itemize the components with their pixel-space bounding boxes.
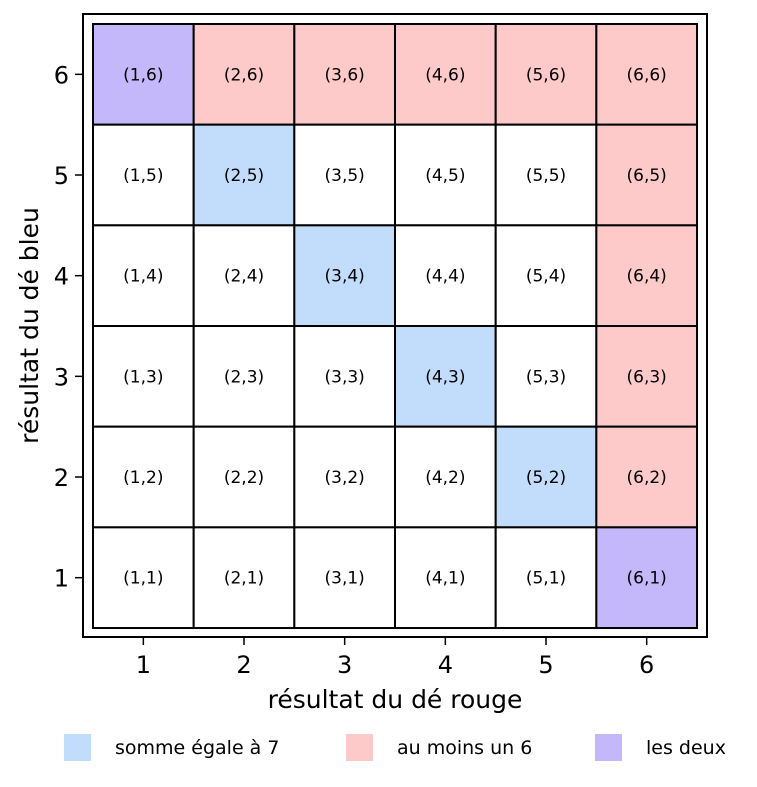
cell-label-5-5: (5,5) xyxy=(526,166,566,186)
legend-label-sum7: somme égale à 7 xyxy=(115,737,279,759)
x-tick-label-4: 4 xyxy=(438,651,453,679)
y-tick-label-1: 1 xyxy=(54,565,69,593)
cell-6-4 xyxy=(595,224,699,328)
cell-label-5-3: (5,3) xyxy=(526,367,566,387)
y-axis-label: résultat du dé bleu xyxy=(15,207,44,444)
cell-label-4-5: (4,5) xyxy=(425,166,465,186)
cell-label-3-3: (3,3) xyxy=(325,367,365,387)
cell-label-1-2: (1,2) xyxy=(123,468,163,488)
cell-label-6-1: (6,1) xyxy=(627,569,667,589)
cell-label-6-2: (6,2) xyxy=(627,468,667,488)
cell-label-4-4: (4,4) xyxy=(425,267,465,287)
cell-label-6-4: (6,4) xyxy=(627,267,667,287)
frame-layer xyxy=(82,13,708,638)
cell-label-6-3: (6,3) xyxy=(627,367,667,387)
cell-label-3-5: (3,5) xyxy=(325,166,365,186)
cell-label-3-1: (3,1) xyxy=(325,569,365,589)
cell-2-5 xyxy=(192,123,296,227)
y-tick-label-2: 2 xyxy=(54,464,69,492)
cell-label-5-1: (5,1) xyxy=(526,569,566,589)
cells-layer: (1,6) (2,6) (3,6) (4,6) (5,6) (6,6) (1,5) (2,5)… xyxy=(92,23,699,630)
cell-1-1 xyxy=(92,526,195,630)
x-tick-label-5: 5 xyxy=(538,651,553,679)
cell-3-6 xyxy=(293,23,397,126)
y-tick-label-5: 5 xyxy=(54,162,69,190)
cell-5-1 xyxy=(494,526,598,630)
cell-5-3 xyxy=(494,325,598,428)
cell-3-2 xyxy=(293,425,397,529)
cell-label-3-4: (3,4) xyxy=(325,267,365,287)
cell-label-4-2: (4,2) xyxy=(425,468,465,488)
y-tick-label-3: 3 xyxy=(54,363,69,391)
cell-1-3 xyxy=(92,325,195,428)
cell-label-3-2: (3,2) xyxy=(325,468,365,488)
cell-label-2-5: (2,5) xyxy=(224,166,264,186)
legend-swatch-sum7 xyxy=(64,734,91,761)
x-tick-label-6: 6 xyxy=(639,651,654,679)
x-tick-label-3: 3 xyxy=(337,651,352,679)
cell-label-3-6: (3,6) xyxy=(325,65,365,85)
cell-6-1 xyxy=(595,526,699,630)
cell-6-3 xyxy=(595,325,699,428)
cell-label-2-1: (2,1) xyxy=(224,569,264,589)
cell-2-3 xyxy=(192,325,296,428)
cell-label-1-3: (1,3) xyxy=(123,367,163,387)
cell-label-5-2: (5,2) xyxy=(526,468,566,488)
legend: somme égale à 7 au moins un 6 les deux xyxy=(64,734,726,761)
cell-label-2-6: (2,6) xyxy=(224,65,264,85)
x-tick-label-2: 2 xyxy=(236,651,251,679)
cell-4-3 xyxy=(394,325,497,428)
cell-4-2 xyxy=(394,425,497,529)
cell-3-3 xyxy=(293,325,397,428)
cell-2-6 xyxy=(192,23,296,126)
cell-label-2-2: (2,2) xyxy=(224,468,264,488)
ticks-layer: 1 2 3 4 5 6 1 2 3 4 5 6 xyxy=(54,61,655,679)
y-tick-label-6: 6 xyxy=(54,61,69,89)
cell-label-5-4: (5,4) xyxy=(526,267,566,287)
legend-label-both: les deux xyxy=(646,737,726,759)
cell-label-1-4: (1,4) xyxy=(123,267,163,287)
cell-5-2 xyxy=(494,425,598,529)
cell-label-6-5: (6,5) xyxy=(627,166,667,186)
cell-4-1 xyxy=(394,526,497,630)
cell-label-1-6: (1,6) xyxy=(123,65,163,85)
cell-6-6 xyxy=(595,23,699,126)
cell-4-4 xyxy=(394,224,497,328)
x-axis-label: résultat du dé rouge xyxy=(268,685,523,714)
cell-label-4-1: (4,1) xyxy=(425,569,465,589)
cell-4-5 xyxy=(394,123,497,227)
y-tick-label-4: 4 xyxy=(54,263,69,291)
legend-swatch-both xyxy=(595,734,622,761)
x-tick-label-1: 1 xyxy=(136,651,151,679)
legend-label-six: au moins un 6 xyxy=(397,737,532,759)
cell-5-4 xyxy=(494,224,598,328)
cell-label-1-5: (1,5) xyxy=(123,166,163,186)
axes-frame xyxy=(82,13,708,638)
cell-label-4-6: (4,6) xyxy=(425,65,465,85)
legend-swatch-six xyxy=(346,734,373,761)
cell-label-5-6: (5,6) xyxy=(526,65,566,85)
cell-label-2-4: (2,4) xyxy=(224,267,264,287)
cell-6-2 xyxy=(595,425,699,529)
cell-6-5 xyxy=(595,123,699,227)
cell-1-6 xyxy=(92,23,195,126)
cell-label-6-6: (6,6) xyxy=(627,65,667,85)
cell-label-4-3: (4,3) xyxy=(425,367,465,387)
cell-label-2-3: (2,3) xyxy=(224,367,264,387)
cell-2-4 xyxy=(192,224,296,328)
cell-label-1-1: (1,1) xyxy=(123,569,163,589)
